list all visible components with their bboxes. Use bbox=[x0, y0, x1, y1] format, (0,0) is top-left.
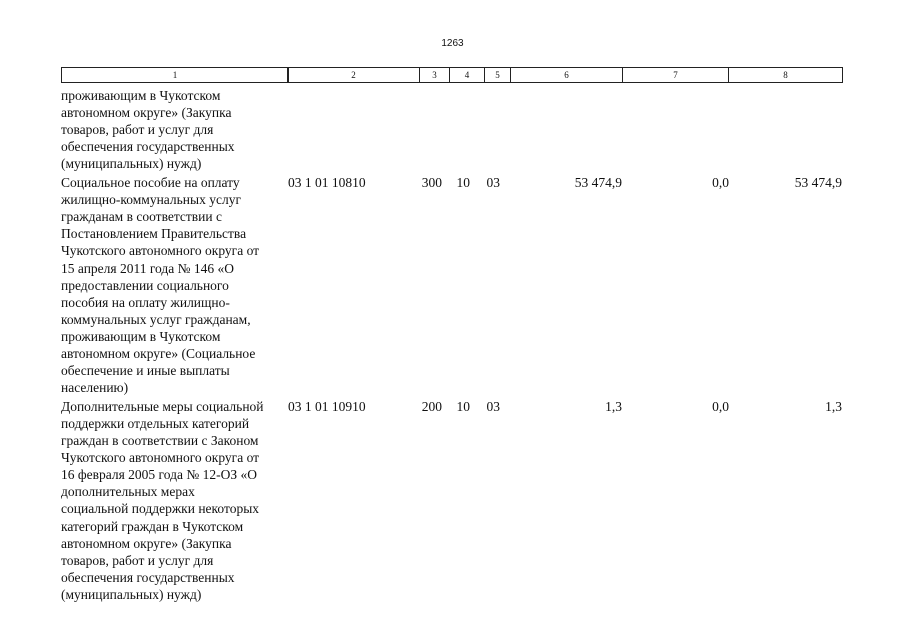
cell: 200 bbox=[421, 398, 442, 414]
description-line: проживающим в Чукотском bbox=[61, 88, 221, 103]
description-line: товаров, работ и услуг для bbox=[61, 552, 214, 568]
description-line: предоставлении социального bbox=[61, 277, 229, 293]
description-line: Дополнительные меры социальной bbox=[61, 398, 264, 414]
description-line: гражданам в соответствии с bbox=[61, 209, 222, 225]
description-line: проживающим в Чукотском bbox=[61, 328, 221, 344]
description-line: автономном округе» (Закупка bbox=[61, 535, 232, 551]
description-line: автономном округе» (Закупка bbox=[61, 105, 232, 121]
cell: 03 1 01 10910 bbox=[288, 398, 366, 414]
description-line: жилищно-коммунальных услуг bbox=[61, 192, 241, 208]
description-line: поддержки отдельных категорий bbox=[61, 415, 250, 431]
header-cell: 4 bbox=[449, 67, 485, 83]
cell: 1,3 bbox=[825, 398, 842, 414]
cell: 10 bbox=[456, 398, 471, 414]
description-line: категорий граждан в Чукотском bbox=[61, 518, 244, 534]
cell: 1,3 bbox=[605, 398, 622, 414]
cell: 53 474,9 bbox=[794, 175, 842, 190]
cell: 03 bbox=[486, 398, 501, 414]
description-line: пособия на оплату жилищно- bbox=[61, 294, 230, 310]
description-line: Социальное пособие на оплату bbox=[61, 175, 240, 190]
description-line: обеспечения государственных bbox=[61, 569, 235, 585]
cell: 53 474,9 bbox=[574, 175, 622, 190]
header-cell: 8 bbox=[728, 67, 843, 83]
header-cell: 1 bbox=[61, 67, 289, 83]
cell: 300 bbox=[421, 175, 442, 190]
description-line: социальной поддержки некоторых bbox=[61, 501, 260, 517]
description-line: Чукотского автономного округа от bbox=[61, 243, 260, 259]
description-line: обеспечение и иные выплаты bbox=[61, 363, 230, 379]
description-line: (муниципальных) нужд) bbox=[61, 586, 202, 602]
header-cell: 3 bbox=[419, 67, 450, 83]
cell: 0,0 bbox=[712, 398, 729, 414]
description-line: дополнительных мерах bbox=[61, 484, 195, 500]
description-line: 16 февраля 2005 года № 12-ОЗ «О bbox=[61, 467, 257, 483]
description-line: граждан в соответствии с Законом bbox=[61, 433, 259, 448]
cell: 10 bbox=[456, 175, 471, 190]
description-line: автономном округе» (Социальное bbox=[61, 346, 256, 361]
description-line: обеспечения государственных bbox=[61, 139, 235, 155]
description-line: Постановлением Правительства bbox=[61, 226, 247, 242]
description-line: населению) bbox=[61, 380, 129, 396]
description-line: Чукотского автономного округа от bbox=[61, 450, 260, 466]
description-line: товаров, работ и услуг для bbox=[61, 122, 214, 138]
page-number: 1263 bbox=[441, 38, 464, 49]
header-cell: 2 bbox=[287, 67, 420, 83]
header-cell: 7 bbox=[622, 67, 729, 83]
description-line: коммунальных услуг гражданам, bbox=[61, 311, 251, 327]
description-line: (муниципальных) нужд) bbox=[61, 156, 202, 172]
cell: 03 1 01 10810 bbox=[288, 175, 366, 190]
cell: 0,0 bbox=[712, 175, 729, 190]
description-line: 15 апреля 2011 года № 146 «О bbox=[61, 260, 235, 276]
cell: 03 bbox=[486, 175, 501, 190]
header-cell: 6 bbox=[510, 67, 623, 83]
header-cell: 5 bbox=[484, 67, 511, 83]
